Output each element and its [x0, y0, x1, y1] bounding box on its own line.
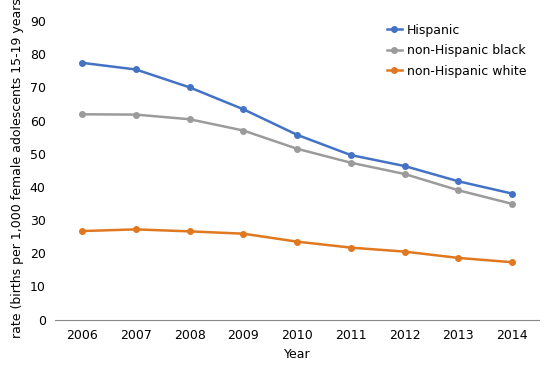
Hispanic — [240, 107, 247, 112]
non-Hispanic white — [402, 249, 408, 254]
non-Hispanic white — [133, 227, 139, 232]
Hispanic — [348, 153, 354, 157]
non-Hispanic black — [79, 112, 86, 116]
non-Hispanic black — [402, 172, 408, 176]
Line: non-Hispanic white: non-Hispanic white — [79, 227, 515, 265]
Hispanic — [133, 67, 139, 72]
non-Hispanic white — [79, 229, 86, 233]
Hispanic — [186, 85, 193, 90]
Hispanic — [402, 164, 408, 168]
Hispanic — [79, 61, 86, 65]
Line: non-Hispanic black: non-Hispanic black — [79, 112, 515, 206]
non-Hispanic white — [455, 256, 461, 260]
non-Hispanic black — [455, 188, 461, 192]
non-Hispanic black — [348, 160, 354, 165]
Hispanic — [455, 179, 461, 183]
non-Hispanic white — [509, 260, 515, 264]
X-axis label: Year: Year — [284, 348, 310, 361]
non-Hispanic black — [186, 117, 193, 122]
non-Hispanic black — [294, 147, 300, 151]
non-Hispanic black — [133, 112, 139, 117]
non-Hispanic white — [186, 229, 193, 234]
non-Hispanic black — [240, 128, 247, 133]
Hispanic — [509, 191, 515, 196]
Y-axis label: rate (births per 1,000 female adolescents 15-19 years): rate (births per 1,000 female adolescent… — [11, 0, 24, 338]
Legend: Hispanic, non-Hispanic black, non-Hispanic white: Hispanic, non-Hispanic black, non-Hispan… — [381, 17, 532, 84]
non-Hispanic black — [509, 202, 515, 206]
Hispanic — [294, 132, 300, 137]
non-Hispanic white — [240, 231, 247, 236]
non-Hispanic white — [294, 240, 300, 244]
Line: Hispanic: Hispanic — [79, 60, 515, 196]
non-Hispanic white — [348, 246, 354, 250]
